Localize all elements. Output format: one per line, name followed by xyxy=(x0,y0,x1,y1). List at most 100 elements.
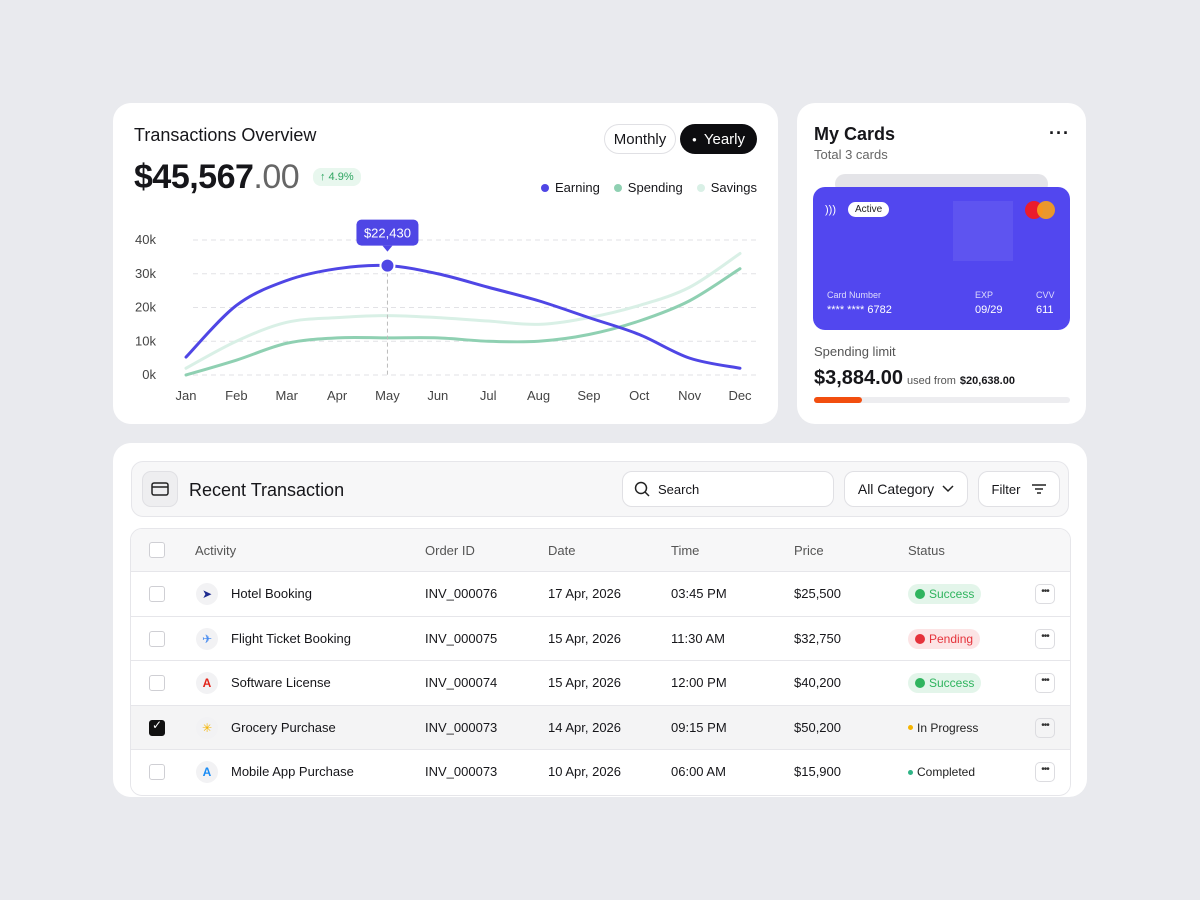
legend-item: Spending xyxy=(613,180,683,195)
status-badge: Completed xyxy=(908,762,975,782)
cell-date: 15 Apr, 2026 xyxy=(548,675,622,691)
toolbar: Recent Transaction Search All Category F… xyxy=(131,461,1069,517)
limit-track xyxy=(814,397,1070,403)
cell-date: 10 Apr, 2026 xyxy=(548,764,622,780)
legend: Earning Spending Savings xyxy=(540,180,757,195)
cell-time: 11:30 AM xyxy=(671,630,725,646)
cards-subtitle: Total 3 cards xyxy=(814,147,888,162)
row-checkbox[interactable] xyxy=(149,764,165,781)
check-mark: ✓ xyxy=(152,717,163,732)
y-tick-label: 10k xyxy=(135,333,156,348)
row-checkbox[interactable] xyxy=(149,719,165,736)
status-dot xyxy=(915,678,925,689)
cell-time: 03:45 PM xyxy=(671,586,727,601)
cell-time: 12:00 PM xyxy=(671,675,727,691)
table-row: ✈ Flight Ticket Booking INV_000075 15 Apr, … xyxy=(131,615,1070,661)
line-chart: 0k 10k 20k 30k 40k Jan Feb Mar Apr May Jun Jul Aug Se… xyxy=(135,219,758,403)
cell-price: $32,750 xyxy=(794,630,841,646)
amount-cents: .00 xyxy=(253,158,300,196)
mastercard-orange xyxy=(1037,201,1055,219)
column-header: Time xyxy=(671,543,700,558)
x-tick-label: Mar xyxy=(276,388,299,403)
card-number: **** **** 6782 xyxy=(827,304,892,316)
status-label: Completed xyxy=(917,765,976,780)
status-dot xyxy=(908,769,913,775)
cvv-label: CVV xyxy=(1036,290,1055,300)
column-header: Order ID xyxy=(425,543,475,558)
row-checkbox[interactable] xyxy=(149,586,165,602)
cell-time: 06:00 AM xyxy=(671,764,726,780)
column-header: Price xyxy=(794,543,824,558)
row-menu[interactable]: ••• xyxy=(1035,628,1055,649)
tooltip-box xyxy=(356,219,419,246)
toggle-yearly[interactable]: ● Yearly xyxy=(680,124,757,154)
cell-date: 15 Apr, 2026 xyxy=(548,630,622,646)
cell-price: $25,500 xyxy=(794,586,841,601)
status-badge: In Progress xyxy=(908,718,978,738)
category-label: All Category xyxy=(857,481,935,497)
exp-label: EXP xyxy=(975,290,994,300)
filter-label: Filter xyxy=(991,481,1021,497)
cards-title: My Cards xyxy=(814,124,896,144)
change-badge: ↑ 4.9% xyxy=(313,168,361,186)
status-dot xyxy=(915,633,925,644)
filter-button[interactable]: Filter xyxy=(978,471,1060,507)
legend-item: Savings xyxy=(696,180,757,195)
toggle-dot: ● xyxy=(692,134,697,144)
series-line xyxy=(184,263,742,370)
cell-date: 17 Apr, 2026 xyxy=(548,586,622,601)
card-number-label: Card Number xyxy=(827,290,882,300)
legend-item: Earning xyxy=(540,180,600,195)
wallet-icon xyxy=(142,471,178,507)
activity-icon: ✳ xyxy=(196,716,218,739)
series-line xyxy=(184,267,742,377)
credit-card[interactable]: ))) Active Card Number **** **** 6782 EX… xyxy=(813,187,1070,330)
legend-swatch xyxy=(613,183,622,192)
tooltip-label: $22,430 xyxy=(364,226,411,241)
y-tick-label: 20k xyxy=(135,300,156,315)
category-dropdown[interactable]: All Category xyxy=(844,471,968,507)
contactless-icon: ))) xyxy=(825,204,836,216)
search-box[interactable]: Search xyxy=(622,471,834,507)
x-tick-label: Jun xyxy=(427,388,448,403)
activity-icon: ✈ xyxy=(196,627,218,650)
more-button[interactable]: ··· xyxy=(1049,123,1070,143)
row-menu[interactable]: ••• xyxy=(1035,673,1055,694)
cell-activity: Grocery Purchase xyxy=(231,719,336,735)
cell-activity: Software License xyxy=(231,675,331,691)
header-checkbox[interactable] xyxy=(149,542,165,558)
cell-price: $40,200 xyxy=(794,675,841,691)
legend-label: Spending xyxy=(627,180,683,195)
exp: 09/29 xyxy=(975,304,1003,316)
table-header: Activity Order ID Date Time Price Status xyxy=(131,529,1070,571)
y-tick-label: 30k xyxy=(135,266,156,281)
x-tick-label: Jul xyxy=(480,388,497,403)
amount-main: $45,567 xyxy=(134,158,254,196)
cell-date: 14 Apr, 2026 xyxy=(548,719,622,735)
chevron-icon xyxy=(942,485,954,493)
toggle-monthly[interactable]: Monthly xyxy=(604,124,676,154)
status-dot xyxy=(908,725,913,731)
row-menu[interactable]: ••• xyxy=(1035,717,1055,738)
table-row: ✓ ✳ Grocery Purchase INV_000073 14 Apr, 2026… xyxy=(131,704,1070,750)
legend-swatch xyxy=(696,183,705,192)
status-badge: Success xyxy=(908,584,982,604)
legend-label: Savings xyxy=(710,180,757,195)
card-status: Active xyxy=(848,202,890,217)
row-checkbox[interactable] xyxy=(149,630,165,647)
row-menu[interactable]: ••• xyxy=(1035,584,1055,604)
row-checkbox[interactable] xyxy=(149,675,165,692)
column-header: Date xyxy=(548,543,576,558)
cell-activity: Mobile App Purchase xyxy=(231,764,354,780)
overview-title: Transactions Overview xyxy=(134,125,317,145)
x-tick-label: Dec xyxy=(728,388,752,403)
tooltip-point xyxy=(379,257,396,274)
cell-activity: Flight Ticket Booking xyxy=(231,630,351,646)
activity-icon: ➤ xyxy=(196,583,218,605)
x-tick-label: Feb xyxy=(225,388,247,403)
limit-row: $3,884.00 used from $20,638.00 xyxy=(814,367,1015,390)
filter-icon xyxy=(1032,484,1047,494)
limit-bar xyxy=(814,397,863,403)
row-menu[interactable]: ••• xyxy=(1035,762,1055,783)
